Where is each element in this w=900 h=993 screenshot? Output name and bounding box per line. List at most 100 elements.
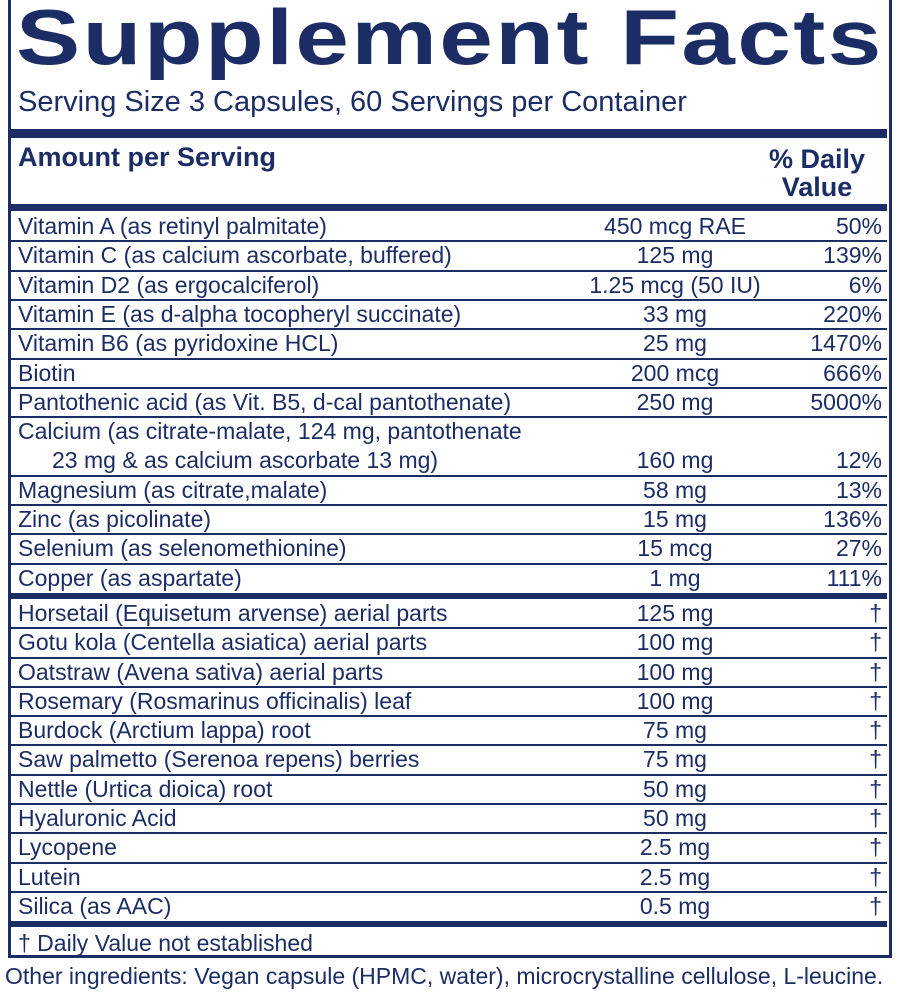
amount-header: Amount per Serving [18,142,277,172]
amount: 450 mcg RAE [604,213,746,239]
daily-value: 136% [823,506,882,532]
divider [11,921,887,928]
daily-value: 12% [835,447,882,474]
daily-value: 1470% [810,330,882,357]
row-line [11,773,887,776]
row-line [11,685,887,688]
ingredient-name: 23 mg & as calcium ascorbate 13 mg) [52,447,439,474]
amount: 75 mg [643,746,707,773]
daily-value: † [869,658,882,685]
row-line [11,715,887,718]
row-line [11,416,887,419]
daily-value: † [869,717,882,744]
ingredient-name: Selenium (as selenomethionine) [18,535,347,562]
amount: 50 mg [643,805,707,831]
ingredient-name: Lutein [18,863,81,890]
daily-value: † [869,863,882,890]
ingredient-name: Horsetail (Equisetum arvense) aerial par… [18,599,448,626]
daily-value: † [869,629,882,656]
ingredient-name: Rosemary (Rosmarinus officinalis) leaf [18,687,412,714]
row-line [11,357,887,360]
ingredient-name: Magnesium (as citrate,malate) [18,476,328,503]
footnote: † Daily Value not established [18,930,313,956]
amount: 15 mg [643,506,707,532]
row-line [11,269,887,272]
daily-value: † [869,687,882,714]
amount: 100 mg [636,658,714,685]
ingredient-name: Zinc (as picolinate) [18,506,212,532]
ingredient-name: Saw palmetto (Serenoa repens) berries [18,746,420,773]
daily-value: 111% [826,564,882,591]
divider [11,129,887,138]
daily-value: 27% [835,535,882,562]
row-line [11,656,887,659]
row-line [11,627,887,630]
amount: 75 mg [643,717,707,744]
daily-value: † [869,892,882,919]
label-border [8,0,892,958]
amount: 100 mg [636,629,714,656]
ingredient-name: Biotin [18,359,76,386]
ingredient-name: Vitamin E (as d-alpha tocopheryl succina… [18,300,462,327]
ingredient-name: Burdock (Arctium lappa) root [18,717,311,744]
daily-value: † [869,775,882,802]
daily-value: 50% [835,213,882,239]
title: Supplement Facts [16,0,884,81]
daily-value: 220% [823,300,882,327]
amount: 2.5 mg [639,863,711,890]
row-line [11,386,887,389]
ingredient-name: Hyaluronic Acid [18,805,177,831]
row-line [11,890,887,893]
row-line [11,861,887,864]
row-line [11,504,887,506]
amount: 25 mg [643,330,707,357]
row-line [11,744,887,747]
daily-value: † [869,599,882,626]
ingredient-name: Nettle (Urtica dioica) root [18,775,273,802]
ingredient-name: Calcium (as citrate-malate, 124 mg, pant… [18,418,522,445]
ingredient-name: Vitamin A (as retinyl palmitate) [18,213,327,239]
row-line [11,832,887,835]
dv-header: % Daily Value [768,144,866,202]
ingredient-name: Oatstraw (Avena sativa) aerial parts [18,658,384,685]
amount: 250 mg [636,388,714,415]
row-line [11,803,887,805]
row-line [11,533,887,536]
ingredient-name: Copper (as aspartate) [18,564,242,591]
ingredient-name: Silica (as AAC) [18,892,172,919]
amount: 1.25 mcg (50 IU) [589,271,761,298]
ingredient-name: Vitamin B6 (as pyridoxine HCL) [18,330,339,357]
daily-value: 13% [835,476,882,503]
divider [11,592,887,599]
daily-value: 139% [823,242,882,269]
amount: 0.5 mg [639,892,711,919]
row-line [11,474,887,477]
divider [11,204,887,211]
amount: 200 mcg [630,359,720,386]
daily-value: 6% [848,271,882,298]
row-line [11,298,887,301]
ingredient-name: Gotu kola (Centella asiatica) aerial par… [18,629,428,656]
daily-value: † [869,834,882,861]
serving-size: Serving Size 3 Capsules, 60 Servings per… [18,86,687,118]
amount: 1 mg [649,564,701,591]
amount: 125 mg [636,242,714,269]
row-line [11,240,887,243]
ingredient-name: Vitamin D2 (as ergocalciferol) [18,271,320,298]
amount: 33 mg [643,300,707,327]
amount: 50 mg [643,775,707,802]
daily-value: 5000% [810,388,882,415]
amount: 160 mg [636,447,714,474]
ingredient-name: Vitamin C (as calcium ascorbate, buffere… [18,242,452,269]
amount: 125 mg [636,599,714,626]
daily-value: † [869,746,882,773]
ingredient-name: Pantothenic acid (as Vit. B5, d-cal pant… [18,388,512,415]
row-line [11,328,887,331]
ingredient-name: Lycopene [18,834,117,861]
amount: 58 mg [643,476,707,503]
daily-value: † [869,805,882,831]
row-line [11,562,887,565]
amount: 100 mg [636,687,714,714]
amount: 15 mcg [637,535,713,562]
